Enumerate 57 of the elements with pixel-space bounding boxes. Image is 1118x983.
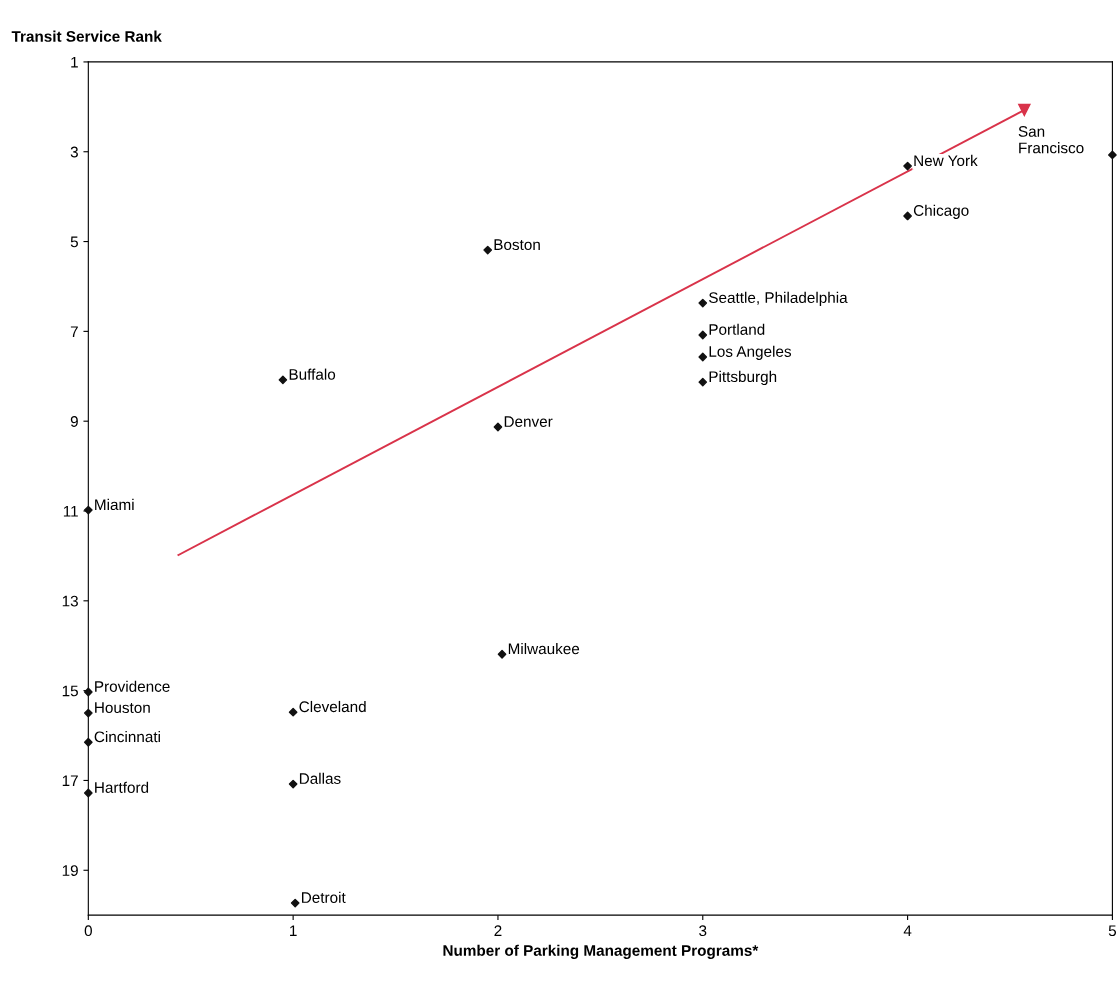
point [698,352,708,362]
y-tick-label: 15 [62,685,78,697]
annotation: Chicago [913,204,969,219]
y-tick-label: 1 [71,56,78,68]
x-tick-label: 4 [903,925,912,936]
point [288,779,298,789]
annotation: New York [914,154,978,167]
y-axis-title: Transit Service Rank [11,30,162,42]
point [1018,103,1031,117]
x-tick-label: 2 [494,925,502,936]
y-tick-label: 17 [62,775,78,786]
annotation: Portland [709,323,765,335]
x-tick-label: 5 [1108,925,1117,937]
annotation: Seattle, Philadelphia [709,291,848,307]
annotation: Buffalo [289,368,336,380]
point [698,377,708,387]
y-tick-label: 11 [63,506,78,517]
annotation: Denver [504,416,553,427]
point [903,211,912,221]
point [698,330,708,340]
point [83,737,93,747]
y-tick-label: 9 [70,416,78,427]
point [83,708,93,718]
point [903,161,912,171]
annotation: Cleveland [299,700,366,713]
x-tick-label: 3 [699,925,707,937]
point [1108,150,1117,160]
annotation: Miami [95,498,134,511]
point [288,707,298,717]
annotation: Boston [494,239,540,251]
annotation: Los Angeles [709,345,792,360]
point [290,898,300,908]
y-tick-label: 3 [70,146,78,158]
x-tick-label: 0 [84,925,92,937]
point [483,245,493,255]
annotation: Detroit [302,891,346,903]
point [497,649,507,659]
x-tick-label: 1 [290,925,297,936]
annotation: Pittsburgh [709,370,777,386]
x-axis-title: Number of Parking Management Programs* [443,944,759,959]
y-tick-label: 5 [70,236,78,248]
annotation: Providence [95,680,170,692]
point [83,788,93,798]
annotation: Houston [95,702,150,714]
y-tick-label: 19 [62,865,78,876]
y-tick-label: 13 [62,595,78,607]
annotation: San Francisco [1018,126,1084,154]
annotation: Cincinnati [94,730,160,743]
annotation: Milwaukee [508,642,580,655]
y-tick-label: 7 [70,326,78,337]
point [278,375,288,385]
point [83,505,93,515]
annotation: Hartford [95,781,149,793]
point [493,422,503,432]
point [83,687,93,697]
point [698,298,708,308]
annotation: Dallas [299,772,341,784]
